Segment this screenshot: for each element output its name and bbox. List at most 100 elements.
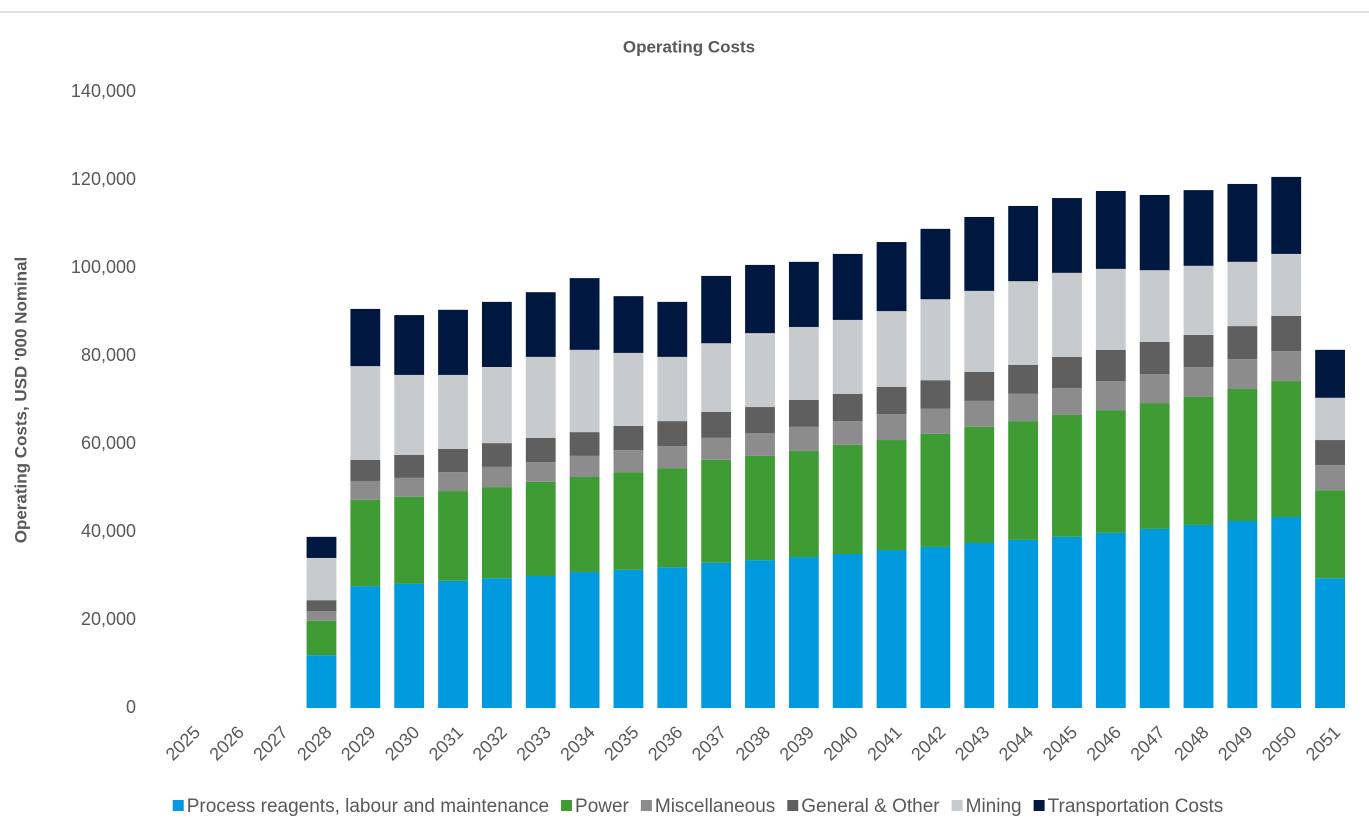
bar-segment	[306, 655, 337, 708]
bar-segment	[394, 477, 425, 497]
bar-segment	[745, 333, 775, 408]
bar-segment	[1008, 205, 1039, 282]
bar-segment	[613, 352, 644, 426]
bar-segment	[1271, 517, 1302, 708]
bar-segment	[657, 567, 688, 708]
x-tick-label: 2039	[776, 722, 818, 764]
bar-segment	[1008, 393, 1039, 422]
bar-segment	[481, 301, 512, 367]
bar-segment	[350, 366, 381, 460]
bar-segment	[876, 440, 907, 551]
bar-segment	[1139, 341, 1170, 375]
legend-label: Miscellaneous	[655, 796, 775, 817]
x-tick-label: 2046	[1083, 722, 1125, 764]
bar-segment	[481, 367, 512, 444]
bar-segment	[701, 459, 732, 563]
bar-segment	[350, 308, 381, 367]
bar-segment	[1227, 183, 1258, 262]
y-tick-label: 100,000	[71, 257, 136, 277]
bar-segment	[876, 386, 907, 415]
bar-segment	[613, 425, 644, 451]
bar-segment	[745, 264, 775, 334]
bar-segment	[920, 546, 951, 708]
bar-segment	[1183, 524, 1214, 708]
bar-segment	[920, 299, 951, 381]
y-tick-label: 80,000	[81, 345, 136, 365]
x-tick-label: 2029	[337, 722, 379, 764]
bar-segment	[1183, 334, 1214, 367]
bar-segment	[481, 443, 512, 467]
bar-segment	[964, 400, 995, 427]
bar-segment	[525, 292, 556, 357]
bar-segment	[701, 562, 732, 708]
bar-segment	[613, 450, 644, 473]
y-tick-label: 140,000	[71, 81, 136, 101]
bar-segment	[788, 261, 819, 327]
bar-segment	[525, 437, 556, 463]
x-tick-label: 2027	[249, 722, 291, 764]
bar-segment	[876, 550, 907, 708]
bar-segment	[788, 557, 819, 708]
bar-segment	[350, 499, 381, 587]
x-tick-label: 2033	[512, 722, 554, 764]
x-tick-label: 2034	[556, 722, 598, 764]
bar-segment	[1052, 414, 1082, 537]
x-tick-label: 2035	[600, 722, 642, 764]
bar-segment	[1139, 194, 1170, 271]
bar-segment	[832, 253, 863, 320]
x-tick-label: 2049	[1214, 722, 1256, 764]
x-tick-label: 2048	[1170, 722, 1212, 764]
bar-segment	[569, 477, 600, 573]
bar-segment	[832, 554, 863, 708]
x-tick-label: 2038	[732, 722, 774, 764]
bar-segment	[745, 407, 775, 433]
bar-segment	[1315, 465, 1345, 491]
bar-segment	[1271, 253, 1302, 316]
bar-segment	[876, 311, 907, 387]
bar-segment	[920, 228, 951, 300]
legend-swatch	[172, 800, 184, 811]
bar-segment	[613, 472, 644, 570]
bar-segment	[964, 371, 995, 401]
bar-segment	[569, 572, 600, 708]
bar-segment	[1183, 190, 1214, 266]
bar-segment	[438, 448, 468, 473]
x-tick-label: 2050	[1258, 722, 1300, 764]
bar-segment	[964, 426, 995, 543]
x-tick-label: 2028	[293, 722, 335, 764]
legend-label: Process reagents, labour and maintenance	[187, 796, 549, 817]
x-tick-label: 2026	[206, 722, 248, 764]
bar-segment	[1271, 351, 1302, 382]
x-tick-label: 2045	[1039, 722, 1081, 764]
y-tick-label: 60,000	[81, 433, 136, 453]
y-axis-title: Operating Costs, USD '000 Nominal	[11, 257, 30, 544]
bar-segment	[788, 326, 819, 400]
bar-segment	[569, 432, 600, 456]
bar-segment	[1227, 389, 1258, 521]
bar-segment	[1271, 315, 1302, 352]
bar-segment	[745, 560, 775, 708]
bar-segment	[657, 446, 688, 469]
bar-segment	[920, 408, 951, 434]
legend-swatch	[561, 800, 573, 811]
bar-segment	[964, 216, 995, 291]
bar-segment	[1052, 272, 1082, 357]
bar-segment	[1095, 532, 1126, 708]
bar-segment	[1271, 176, 1302, 254]
legend-swatch	[787, 800, 799, 811]
y-tick-label: 0	[126, 697, 136, 717]
bar-segment	[613, 296, 644, 353]
x-tick-label: 2036	[644, 722, 686, 764]
bar-segment	[1052, 356, 1082, 389]
legend-label: Transportation Costs	[1048, 796, 1224, 817]
x-tick-label: 2037	[688, 722, 730, 764]
bar-segment	[569, 349, 600, 433]
y-tick-label: 120,000	[71, 169, 136, 189]
bar-segment	[1139, 403, 1170, 529]
bar-segment	[394, 583, 425, 708]
bar-segment	[350, 586, 381, 708]
bar-segment	[481, 487, 512, 579]
bar-segment	[1095, 349, 1126, 382]
bar-segment	[788, 451, 819, 558]
